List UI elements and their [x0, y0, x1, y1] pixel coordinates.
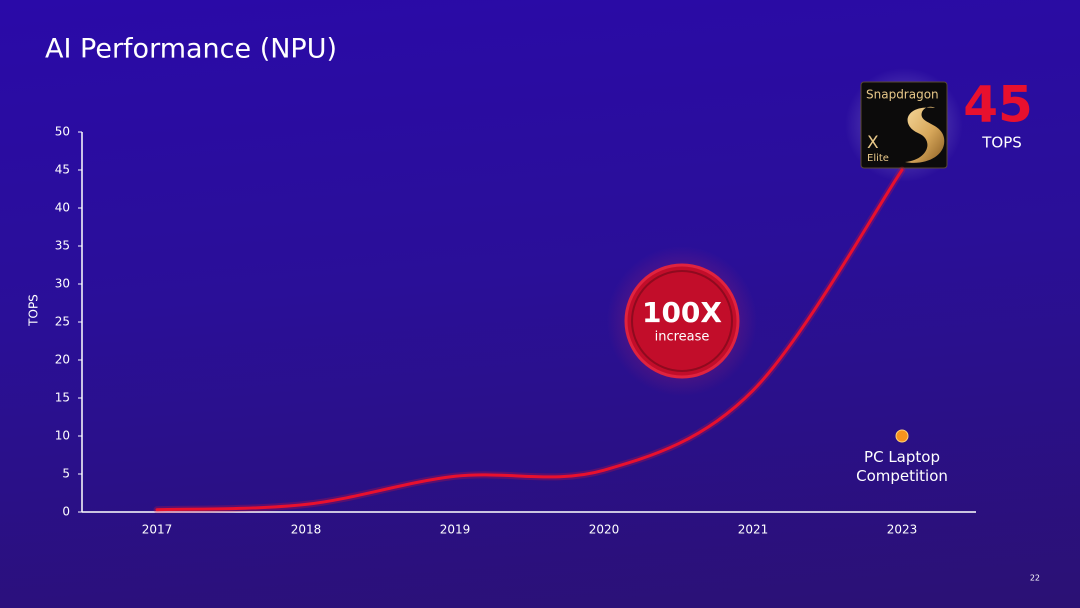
y-tick-label: 25 [55, 315, 70, 329]
y-tick-label: 5 [62, 467, 70, 481]
x-tick-label: 2021 [738, 523, 769, 537]
chip-logo [905, 106, 945, 163]
legend-label: PC Laptop Competition [856, 448, 948, 485]
unit-label: TOPS [981, 134, 1022, 152]
y-tick-label: 30 [55, 277, 70, 291]
x-tick-label: 2019 [440, 523, 471, 537]
x-tick-label: 2020 [589, 523, 620, 537]
x-tick-label: 2023 [887, 523, 918, 537]
x-tick-label: 2017 [142, 523, 173, 537]
badge-ring [631, 270, 733, 372]
y-tick-label: 10 [55, 429, 70, 443]
y-tick-label: 15 [55, 391, 70, 405]
chart-title: AI Performance (NPU) [45, 34, 337, 65]
y-tick-label: 40 [55, 201, 70, 215]
series-line-glow [153, 166, 906, 514]
badge [624, 263, 740, 379]
page-number: 22 [1030, 574, 1040, 583]
y-tick-label: 0 [62, 505, 70, 519]
y-tick-label: 45 [55, 163, 70, 177]
data-point [895, 429, 909, 443]
y-tick-label: 35 [55, 239, 70, 253]
series-line [155, 168, 904, 512]
chip-tier: Elite [867, 153, 889, 164]
value-label: 45 [963, 76, 1033, 134]
badge-text: increase [655, 330, 710, 345]
badge-value: 100X [642, 296, 722, 329]
y-tick-label: 50 [55, 125, 70, 139]
x-tick-label: 2018 [291, 523, 322, 537]
chip-model: X [867, 133, 879, 153]
chip-brand: Snapdragon [866, 88, 939, 102]
y-tick-label: 20 [55, 353, 70, 367]
y-axis-label: TOPS [27, 294, 41, 327]
chip [860, 81, 948, 169]
